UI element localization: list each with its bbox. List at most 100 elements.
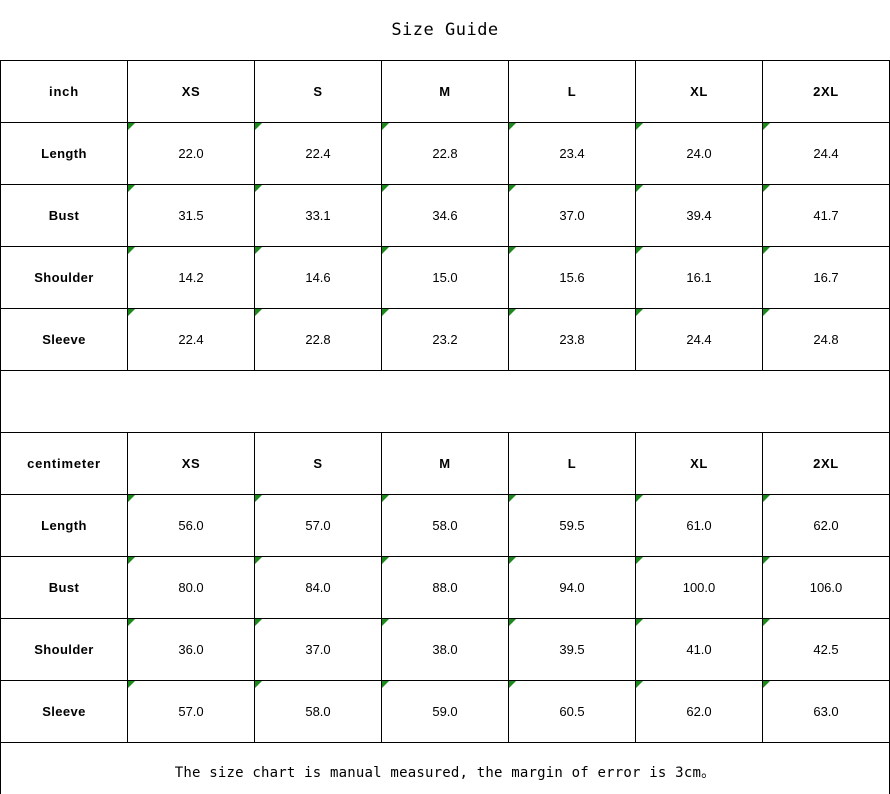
cell-comment-marker-icon — [382, 681, 389, 688]
size-header-XS: XS — [127, 60, 255, 123]
measurement-value: 24.4 — [635, 308, 763, 371]
size-guide-table: inch XS S M L XL 2XL Length 22.0 22.4 22.8 23.4 24.0… — [0, 60, 890, 794]
cell-comment-marker-icon — [382, 247, 389, 254]
table-row: Length 56.0 57.0 58.0 59.5 61.0 62.0 — [0, 494, 890, 557]
measurement-value: 94.0 — [508, 556, 636, 619]
size-header-M: M — [381, 432, 509, 495]
measurement-value: 60.5 — [508, 680, 636, 743]
measurement-value: 24.0 — [635, 122, 763, 185]
cell-comment-marker-icon — [509, 557, 516, 564]
spacer-cell — [635, 370, 763, 433]
cell-comment-marker-icon — [128, 619, 135, 626]
row-label-bust: Bust — [0, 556, 128, 619]
size-header-XL: XL — [635, 60, 763, 123]
cell-comment-marker-icon — [636, 185, 643, 192]
measurement-value: 63.0 — [762, 680, 890, 743]
spacer-cell — [508, 370, 636, 433]
size-header-XL: XL — [635, 432, 763, 495]
row-label-shoulder: Shoulder — [0, 246, 128, 309]
row-label-sleeve: Sleeve — [0, 680, 128, 743]
cell-comment-marker-icon — [509, 185, 516, 192]
measurement-value: 100.0 — [635, 556, 763, 619]
cell-comment-marker-icon — [763, 557, 770, 564]
cell-comment-marker-icon — [255, 247, 262, 254]
unit-label-inch: inch — [0, 60, 128, 123]
cell-comment-marker-icon — [636, 123, 643, 130]
spacer-cell — [254, 370, 382, 433]
footer-note-row: The size chart is manual measured, the m… — [0, 742, 890, 794]
measurement-value: 14.6 — [254, 246, 382, 309]
size-header-L: L — [508, 432, 636, 495]
cell-comment-marker-icon — [636, 309, 643, 316]
measurement-value: 22.4 — [127, 308, 255, 371]
page-title: Size Guide — [391, 20, 499, 40]
measurement-value: 59.0 — [381, 680, 509, 743]
measurement-value: 62.0 — [762, 494, 890, 557]
measurement-value: 23.2 — [381, 308, 509, 371]
measurement-value: 34.6 — [381, 184, 509, 247]
cell-comment-marker-icon — [509, 247, 516, 254]
cell-comment-marker-icon — [636, 247, 643, 254]
footer-note: The size chart is manual measured, the m… — [0, 742, 890, 794]
size-header-2XL: 2XL — [762, 60, 890, 123]
cell-comment-marker-icon — [763, 309, 770, 316]
cell-comment-marker-icon — [382, 123, 389, 130]
row-label-sleeve: Sleeve — [0, 308, 128, 371]
cell-comment-marker-icon — [382, 309, 389, 316]
table-spacer-row — [0, 370, 890, 433]
table-header-row-centimeter: centimeter XS S M L XL 2XL — [0, 432, 890, 495]
measurement-value: 33.1 — [254, 184, 382, 247]
table-row: Length 22.0 22.4 22.8 23.4 24.0 24.4 — [0, 122, 890, 185]
measurement-value: 22.4 — [254, 122, 382, 185]
spacer-cell — [127, 370, 255, 433]
cell-comment-marker-icon — [382, 557, 389, 564]
size-header-2XL: 2XL — [762, 432, 890, 495]
table-row: Bust 80.0 84.0 88.0 94.0 100.0 106.0 — [0, 556, 890, 619]
measurement-value: 38.0 — [381, 618, 509, 681]
measurement-value: 23.8 — [508, 308, 636, 371]
cell-comment-marker-icon — [255, 681, 262, 688]
measurement-value: 58.0 — [381, 494, 509, 557]
measurement-value: 41.7 — [762, 184, 890, 247]
measurement-value: 57.0 — [127, 680, 255, 743]
size-header-M: M — [381, 60, 509, 123]
measurement-value: 22.8 — [381, 122, 509, 185]
size-header-XS: XS — [127, 432, 255, 495]
cell-comment-marker-icon — [509, 123, 516, 130]
cell-comment-marker-icon — [255, 495, 262, 502]
table-row: Bust 31.5 33.1 34.6 37.0 39.4 41.7 — [0, 184, 890, 247]
cell-comment-marker-icon — [255, 185, 262, 192]
measurement-value: 41.0 — [635, 618, 763, 681]
measurement-value: 15.0 — [381, 246, 509, 309]
table-row: Sleeve 57.0 58.0 59.0 60.5 62.0 63.0 — [0, 680, 890, 743]
measurement-value: 36.0 — [127, 618, 255, 681]
measurement-value: 39.5 — [508, 618, 636, 681]
table-row: Sleeve 22.4 22.8 23.2 23.8 24.4 24.8 — [0, 308, 890, 371]
page-title-band: Size Guide — [0, 0, 890, 60]
table-row: Shoulder 14.2 14.6 15.0 15.6 16.1 16.7 — [0, 246, 890, 309]
cell-comment-marker-icon — [382, 619, 389, 626]
measurement-value: 22.8 — [254, 308, 382, 371]
row-label-bust: Bust — [0, 184, 128, 247]
size-header-S: S — [254, 432, 382, 495]
measurement-value: 31.5 — [127, 184, 255, 247]
measurement-value: 22.0 — [127, 122, 255, 185]
measurement-value: 24.4 — [762, 122, 890, 185]
table-row: Shoulder 36.0 37.0 38.0 39.5 41.0 42.5 — [0, 618, 890, 681]
cell-comment-marker-icon — [255, 557, 262, 564]
cell-comment-marker-icon — [128, 495, 135, 502]
cell-comment-marker-icon — [509, 495, 516, 502]
cell-comment-marker-icon — [509, 681, 516, 688]
cell-comment-marker-icon — [509, 619, 516, 626]
cell-comment-marker-icon — [382, 495, 389, 502]
cell-comment-marker-icon — [128, 681, 135, 688]
cell-comment-marker-icon — [636, 619, 643, 626]
cell-comment-marker-icon — [382, 185, 389, 192]
cell-comment-marker-icon — [763, 123, 770, 130]
row-label-shoulder: Shoulder — [0, 618, 128, 681]
cell-comment-marker-icon — [128, 247, 135, 254]
cell-comment-marker-icon — [128, 185, 135, 192]
row-label-length: Length — [0, 122, 128, 185]
table-header-row-inch: inch XS S M L XL 2XL — [0, 60, 890, 123]
cell-comment-marker-icon — [763, 681, 770, 688]
